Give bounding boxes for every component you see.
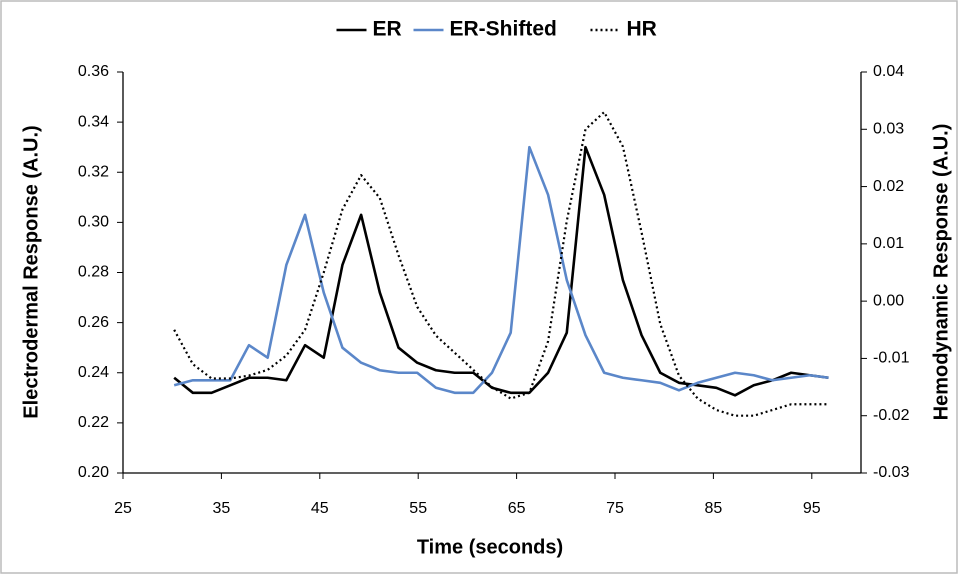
y2-tick-label: 0.00	[873, 292, 904, 309]
y-tick-label: 0.24	[78, 364, 109, 381]
y2-tick-label: 0.02	[873, 178, 904, 195]
x-tick-label: 75	[606, 500, 624, 517]
legend-label: HR	[627, 18, 657, 41]
series-line	[173, 145, 829, 397]
y-tick-label: 0.34	[78, 113, 109, 130]
series-line	[173, 145, 829, 395]
x-tick-label: 35	[213, 500, 231, 517]
y2-tick-label: 0.03	[873, 121, 904, 138]
y-tick-label: 0.36	[78, 63, 109, 80]
x-tick-label: 65	[508, 500, 526, 517]
x-tick-label: 45	[311, 500, 329, 517]
y-tick-label: 0.32	[78, 163, 109, 180]
y-tick-label: 0.26	[78, 314, 109, 331]
y2-tick-label: -0.01	[873, 350, 910, 367]
x-tick-label: 25	[114, 500, 132, 517]
legend-label: ER	[373, 18, 402, 41]
y2-tick-label: -0.03	[873, 464, 910, 481]
y2-tick-label: -0.02	[873, 407, 910, 424]
x-tick-label: 55	[409, 500, 427, 517]
y2-tick-label: 0.01	[873, 235, 904, 252]
y2-axis-title: Hemodynamic Response (A.U.)	[930, 124, 952, 421]
y-tick-label: 0.30	[78, 214, 109, 231]
y2-tick-label: 0.04	[873, 63, 904, 80]
y-axis-title: Electrodermal Response (A.U.)	[20, 125, 42, 418]
x-tick-label: 95	[803, 500, 821, 517]
series-line	[173, 111, 829, 417]
legend-label: ER-Shifted	[450, 18, 557, 41]
y-tick-label: 0.20	[78, 464, 109, 481]
x-tick-label: 85	[705, 500, 723, 517]
y-tick-label: 0.22	[78, 414, 109, 431]
x-axis-title: Time (seconds)	[417, 536, 563, 558]
y-tick-label: 0.28	[78, 264, 109, 281]
